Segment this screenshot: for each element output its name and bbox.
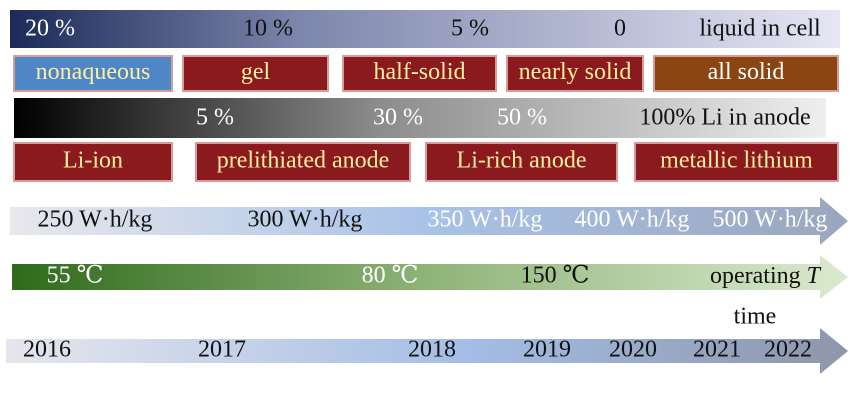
label: 2016 — [23, 337, 71, 363]
label: 500 W·h/kg — [713, 207, 828, 233]
label: time — [734, 304, 777, 330]
label: metallic lithium — [660, 148, 813, 174]
label: 2020 — [609, 337, 657, 363]
label: operating T — [710, 263, 822, 289]
box — [195, 142, 411, 182]
label: T — [807, 263, 822, 289]
box — [13, 142, 173, 182]
label: nonaqueous — [36, 59, 151, 85]
box — [506, 55, 644, 92]
label: operating — [710, 263, 801, 289]
label: 50 % — [497, 105, 547, 131]
label: Li-ion — [63, 148, 123, 174]
liquid-bar — [10, 10, 840, 48]
label: 20 % — [25, 16, 75, 42]
label: 5 % — [196, 105, 234, 131]
label: 0 — [614, 16, 626, 42]
energy-arrow — [10, 197, 848, 245]
label: 30 % — [373, 105, 423, 131]
label: 250 W·h/kg — [38, 207, 153, 233]
label: 2018 — [408, 337, 456, 363]
box — [653, 55, 839, 92]
label: gel — [241, 59, 271, 85]
box — [342, 55, 497, 92]
label: 400 W·h/kg — [575, 207, 690, 233]
label: liquid in cell — [699, 16, 821, 42]
label: 300 W·h/kg — [248, 207, 363, 233]
temperature-arrow — [12, 255, 848, 299]
label: 10 % — [243, 16, 293, 42]
label: 2021 — [693, 337, 741, 363]
time-arrow — [6, 328, 848, 374]
label: 2022 — [764, 337, 812, 363]
box — [13, 55, 173, 92]
label: 100% Li in anode — [639, 105, 810, 131]
label: Li-rich anode — [457, 148, 587, 174]
label: 150 ℃ — [521, 263, 590, 289]
lithium-bar — [14, 98, 826, 138]
box — [182, 55, 329, 92]
label: 350 W·h/kg — [428, 207, 543, 233]
label: 55 ℃ — [47, 263, 104, 289]
label: prelithiated anode — [217, 148, 390, 174]
box — [425, 142, 618, 182]
label: nearly solid — [519, 59, 632, 85]
label: 5 % — [451, 16, 489, 42]
label: half-solid — [374, 59, 466, 85]
box — [634, 142, 839, 182]
label: 2017 — [198, 337, 246, 363]
label: all solid — [708, 59, 785, 85]
label: 2019 — [523, 337, 571, 363]
label: 80 ℃ — [362, 263, 419, 289]
